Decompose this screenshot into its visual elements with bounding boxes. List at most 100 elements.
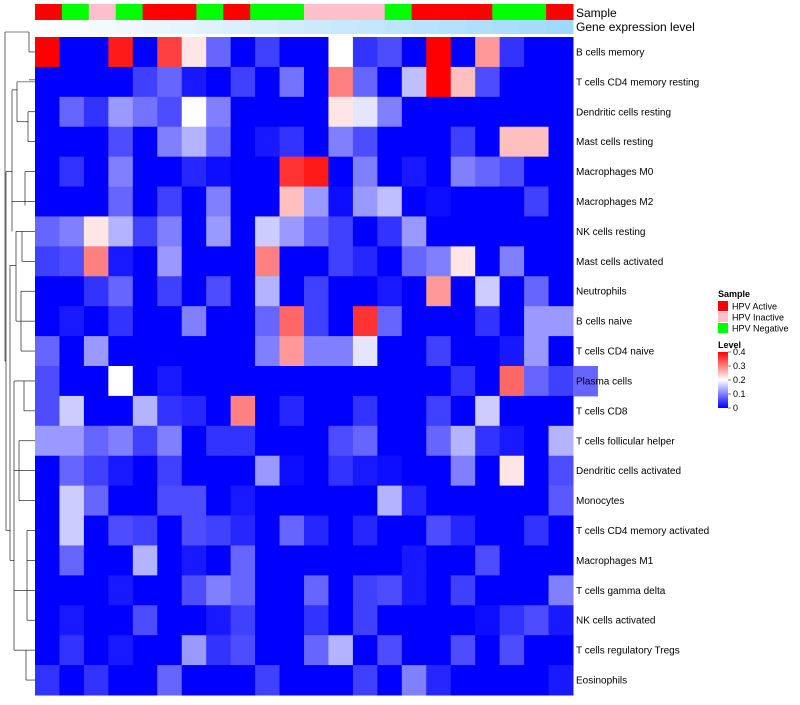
heatmap-cell	[132, 395, 158, 427]
row-label: T cells CD4 naive	[576, 347, 655, 358]
heatmap-cell	[426, 455, 452, 487]
heatmap-cell	[450, 126, 476, 158]
row-label: Mast cells resting	[576, 137, 653, 148]
heatmap-cell	[475, 665, 501, 696]
heatmap-cell	[83, 246, 109, 277]
heatmap-cell	[279, 366, 305, 397]
heatmap-cell	[377, 156, 403, 188]
heatmap-cell	[255, 66, 281, 98]
heatmap-cell	[548, 395, 574, 427]
heatmap-cell	[59, 96, 85, 128]
heatmap-cell	[548, 126, 574, 158]
heatmap-cell	[499, 395, 525, 427]
heatmap-cell	[157, 605, 183, 636]
heatmap-cell	[206, 425, 232, 457]
sample-annotation-cell	[384, 4, 413, 20]
heatmap-cell	[499, 276, 525, 307]
heatmap-cell	[230, 336, 256, 367]
heatmap-cell	[255, 366, 281, 397]
heatmap-cell	[328, 37, 354, 68]
heatmap-cell	[352, 37, 378, 68]
heatmap-cell	[255, 306, 281, 337]
heatmap-cell	[401, 605, 427, 636]
heatmap-cell	[157, 96, 183, 128]
heatmap-cell	[377, 395, 403, 427]
heatmap-cell	[328, 366, 354, 397]
heatmap-cell	[377, 515, 403, 546]
heatmap-cell	[426, 216, 452, 247]
heatmap-cell	[59, 366, 85, 397]
heatmap-cell	[132, 425, 158, 457]
heatmap-cell	[426, 37, 452, 68]
heatmap-cell	[524, 395, 550, 427]
heatmap-cell	[108, 126, 134, 158]
heatmap-cell	[157, 665, 183, 696]
heatmap-cell	[548, 665, 574, 696]
heatmap-cell	[108, 246, 134, 277]
heatmap-cell	[181, 575, 207, 606]
heatmap-cell	[59, 515, 85, 546]
heatmap-cell	[157, 66, 183, 98]
heatmap-cell	[304, 395, 329, 427]
heatmap-cell	[450, 156, 476, 188]
heatmap-cell	[377, 66, 403, 98]
heatmap-cell	[279, 126, 305, 158]
heatmap-cell	[35, 366, 60, 397]
heatmap-cell	[230, 605, 256, 636]
heatmap-cell	[524, 246, 550, 277]
heatmap-cell	[352, 186, 378, 217]
heatmap-cell	[426, 186, 452, 217]
heatmap-cell	[426, 126, 452, 158]
heatmap-cell	[255, 455, 281, 487]
heatmap-cell	[499, 216, 525, 247]
heatmap-cell	[59, 605, 85, 636]
row-label: Macrophages M0	[576, 167, 654, 178]
heatmap-cell	[499, 485, 525, 517]
heatmap-cell	[499, 425, 525, 457]
legend-level-tick-label: 0.3	[733, 361, 746, 371]
heatmap-cell	[499, 156, 525, 188]
sample-annotation-cell	[438, 4, 466, 20]
heatmap-cell	[426, 306, 452, 337]
gene-expression-cell	[492, 20, 520, 34]
heatmap-cell	[230, 66, 256, 98]
heatmap-cell	[548, 276, 574, 307]
heatmap-cell	[450, 665, 476, 696]
heatmap-cell	[401, 455, 427, 487]
heatmap-cell	[304, 575, 329, 606]
heatmap-cell	[157, 635, 183, 666]
heatmap-cell	[450, 246, 476, 277]
heatmap-cell	[499, 246, 525, 277]
heatmap-cell	[352, 455, 378, 487]
heatmap-cell	[450, 485, 476, 517]
heatmap-cell	[279, 455, 305, 487]
heatmap-cell	[426, 96, 452, 128]
heatmap-cell	[524, 216, 550, 247]
heatmap-cell	[157, 455, 183, 487]
heatmap-cell	[548, 37, 574, 68]
heatmap-cell	[132, 635, 158, 666]
heatmap-cell	[401, 37, 427, 68]
heatmap-cell	[548, 455, 574, 487]
heatmap-cell	[352, 126, 378, 158]
row-label: Dendritic cells resting	[576, 107, 671, 118]
heatmap-cell	[206, 366, 232, 397]
heatmap-cell	[304, 485, 329, 517]
heatmap-cell	[426, 336, 452, 367]
heatmap-cell	[450, 425, 476, 457]
heatmap-cell	[304, 515, 329, 546]
heatmap-cell	[181, 156, 207, 188]
heatmap-cell	[230, 485, 256, 517]
heatmap-cell	[475, 366, 501, 397]
sample-annotation-cell	[115, 4, 144, 20]
row-label: Dendritic cells activated	[576, 466, 681, 477]
heatmap-cell	[83, 276, 109, 307]
heatmap-cell	[108, 395, 134, 427]
heatmap-cell	[352, 336, 378, 367]
heatmap-cell	[499, 126, 525, 158]
heatmap-cell	[132, 545, 158, 576]
heatmap-cell	[132, 575, 158, 606]
heatmap-cell	[230, 276, 256, 307]
heatmap-cell	[279, 186, 305, 217]
row-label: Mast cells activated	[576, 257, 663, 268]
